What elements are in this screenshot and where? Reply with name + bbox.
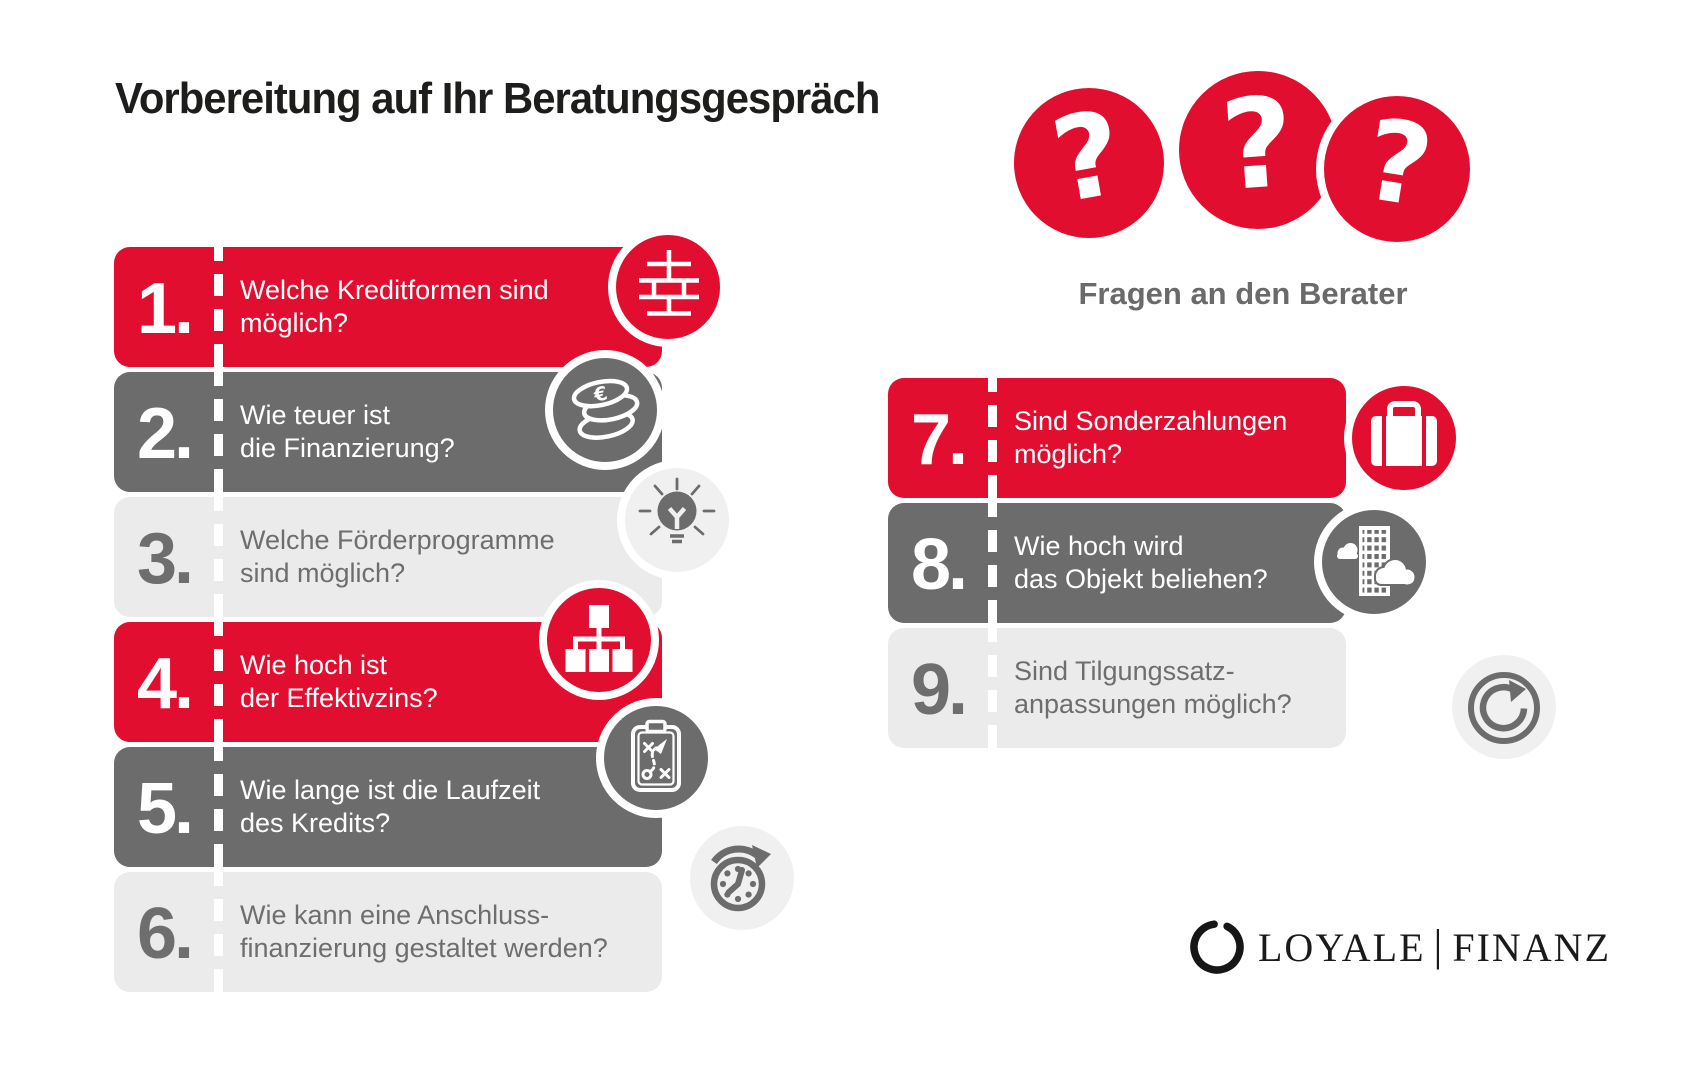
item-question: Welche Förderprogramme sind möglich? bbox=[240, 525, 555, 588]
question-item-1: 1. Welche Kreditformen sind möglich? bbox=[114, 247, 662, 367]
questions-caption: Fragen an den Berater bbox=[1078, 276, 1408, 311]
item-number: 4. bbox=[136, 644, 194, 724]
item-question: Sind Sonderzahlungen möglich? bbox=[1014, 406, 1288, 469]
brand-wordmark: LOYALE | FINANZ bbox=[1258, 920, 1612, 973]
strategy-clipboard-icon bbox=[596, 698, 716, 818]
coins-icon: € bbox=[545, 350, 665, 470]
item-number: 9. bbox=[910, 650, 968, 730]
item-question: Wie lange ist die Laufzeit des Kredits? bbox=[240, 775, 541, 838]
dashed-divider bbox=[214, 872, 223, 992]
refresh-arrow-icon bbox=[1444, 647, 1564, 767]
item-question: Sind Tilgungssatz-anpassungen möglich? bbox=[1014, 656, 1292, 719]
brand-word-right: FINANZ bbox=[1452, 924, 1612, 970]
item-number: 5. bbox=[136, 769, 194, 849]
item-number: 2. bbox=[136, 394, 194, 474]
question-mark: ? bbox=[1216, 70, 1299, 220]
dashed-divider bbox=[988, 378, 997, 498]
question-mark: ? bbox=[1355, 94, 1441, 234]
enso-circle-icon bbox=[1190, 920, 1244, 974]
dashed-divider bbox=[214, 497, 223, 617]
question-item-6: 6. Wie kann eine Anschluss-finanzierung … bbox=[114, 872, 662, 992]
brick-wall-icon bbox=[608, 227, 728, 347]
building-clouds-icon bbox=[1314, 502, 1434, 622]
question-mark: ? bbox=[1043, 85, 1133, 230]
item-number: 6. bbox=[136, 894, 194, 974]
dashed-divider bbox=[214, 247, 223, 367]
brand-separator: | bbox=[1433, 920, 1445, 970]
question-mark-bubble-1: ? bbox=[1006, 80, 1172, 246]
briefcase-icon bbox=[1344, 378, 1464, 498]
dashed-divider bbox=[988, 628, 997, 748]
light-bulb-icon bbox=[617, 460, 737, 580]
question-item-9: 9. Sind Tilgungssatz-anpassungen möglich… bbox=[888, 628, 1346, 748]
item-number: 8. bbox=[910, 525, 968, 605]
item-question: Wie hoch ist der Effektivzins? bbox=[240, 650, 438, 713]
item-number: 1. bbox=[136, 269, 194, 349]
question-item-7: 7. Sind Sonderzahlungen möglich? bbox=[888, 378, 1346, 498]
item-number: 7. bbox=[910, 400, 968, 480]
dashed-divider bbox=[988, 503, 997, 623]
question-mark-bubble-3: ? bbox=[1316, 88, 1478, 250]
brand-logo: LOYALE | FINANZ bbox=[1186, 916, 1611, 978]
question-item-8: 8. Wie hoch wird das Objekt beliehen? bbox=[888, 503, 1346, 623]
item-question: Wie kann eine Anschluss-finanzierung ges… bbox=[240, 900, 608, 963]
question-item-5: 5. Wie lange ist die Laufzeit des Kredits… bbox=[114, 747, 662, 867]
svg-text:€: € bbox=[591, 382, 609, 406]
item-question: Welche Kreditformen sind möglich? bbox=[240, 275, 549, 338]
dashed-divider bbox=[214, 372, 223, 492]
hierarchy-icon bbox=[539, 580, 659, 700]
question-item-3: 3. Welche Förderprogramme sind möglich? bbox=[114, 497, 662, 617]
item-number: 3. bbox=[136, 519, 194, 599]
item-question: Wie teuer ist die Finanzierung? bbox=[240, 400, 455, 463]
page-title: Vorbereitung auf Ihr Beratungsgespräch bbox=[115, 74, 880, 123]
brand-word-left: LOYALE bbox=[1258, 924, 1426, 970]
dashed-divider bbox=[214, 622, 223, 742]
item-question: Wie hoch wird das Objekt beliehen? bbox=[1014, 531, 1268, 594]
dashed-divider bbox=[214, 747, 223, 867]
clock-arrow-icon bbox=[682, 818, 802, 938]
